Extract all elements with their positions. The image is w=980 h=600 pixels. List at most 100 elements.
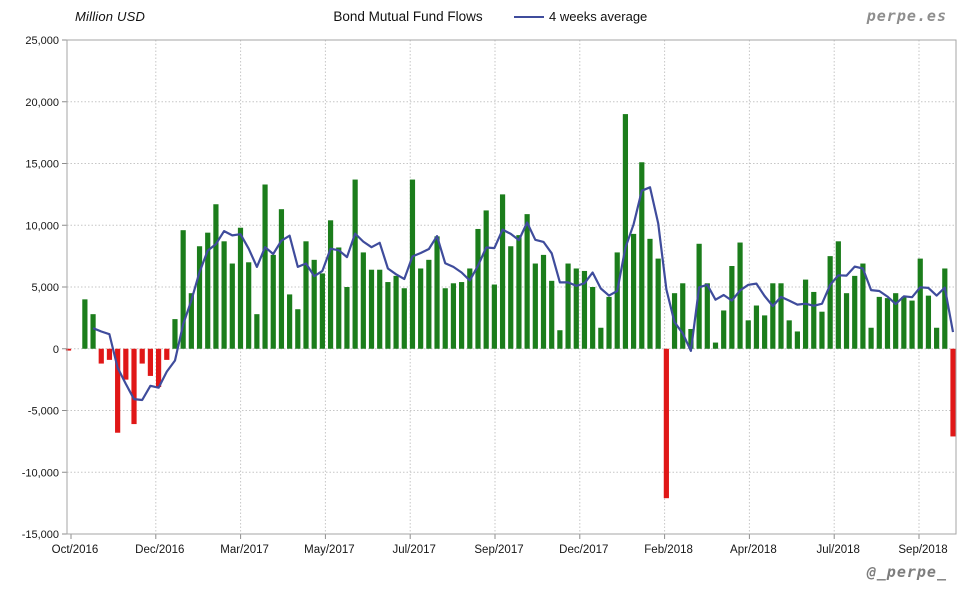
weekly-flow-bar-positive xyxy=(737,242,743,349)
weekly-flow-bar-positive xyxy=(876,296,882,349)
weekly-flow-bar-positive xyxy=(368,269,375,349)
legend-label: 4 weeks average xyxy=(549,9,648,24)
x-axis-label: Sep/2017 xyxy=(474,544,523,556)
weekly-flow-bar-positive xyxy=(557,330,563,349)
weekly-flow-bar-positive xyxy=(893,293,899,349)
weekly-flow-bar-negative xyxy=(106,348,113,360)
weekly-flow-bar-positive xyxy=(213,204,219,349)
weekly-flow-bar-positive xyxy=(884,298,891,349)
weekly-flow-bar-positive xyxy=(843,293,850,349)
weekly-flow-bar-positive xyxy=(565,263,571,349)
weekly-flow-bar-positive xyxy=(680,283,686,349)
y-axis-label: 5,000 xyxy=(31,282,59,294)
weekly-flow-bar-positive xyxy=(311,259,317,349)
weekly-flow-bar-positive xyxy=(819,311,825,349)
weekly-flow-bar-positive xyxy=(327,220,334,349)
x-axis-label: Dec/2017 xyxy=(559,544,608,556)
weekly-flow-bar-positive xyxy=(205,232,211,349)
weekly-flow-bar-negative xyxy=(155,348,162,388)
weekly-flow-bar-positive xyxy=(868,327,874,349)
weekly-flow-bar-positive xyxy=(614,252,620,349)
weekly-flow-bar-positive xyxy=(581,270,588,349)
weekly-flow-bar-positive xyxy=(901,296,907,349)
chart-title: Bond Mutual Fund Flows xyxy=(333,9,483,24)
weekly-flow-bar-positive xyxy=(221,241,227,349)
x-axis-label: Apr/2018 xyxy=(730,544,777,556)
weekly-flow-bar-positive xyxy=(835,241,841,349)
weekly-flow-bar-positive xyxy=(778,283,784,349)
weekly-flow-bar-positive xyxy=(696,243,702,349)
weekly-flow-bar-negative xyxy=(139,348,145,364)
weekly-flow-bar-positive xyxy=(491,284,497,349)
weekly-flow-bar-positive xyxy=(753,305,760,349)
weekly-flow-bar-positive xyxy=(762,315,768,349)
weekly-flow-bar-positive xyxy=(540,254,547,349)
x-axis-label: Sep/2018 xyxy=(898,544,947,556)
weekly-flow-bar-positive xyxy=(852,275,858,349)
weekly-flow-bar-positive xyxy=(622,114,629,349)
weekly-flow-bar-positive xyxy=(303,241,309,349)
weekly-flow-bar-negative xyxy=(147,348,153,376)
weekly-flow-bar-positive xyxy=(827,256,833,349)
x-axis-label: Oct/2016 xyxy=(52,544,99,556)
x-axis-label: Mar/2017 xyxy=(220,544,269,556)
weekly-flow-bar-positive xyxy=(336,247,342,349)
weekly-flow-bar-positive xyxy=(254,314,260,349)
x-axis-label: Dec/2016 xyxy=(135,544,184,556)
weekly-flow-bar-positive xyxy=(794,331,800,349)
weekly-flow-bar-positive xyxy=(647,238,653,349)
weekly-flow-bar-positive xyxy=(631,233,637,349)
weekly-flow-bar-positive xyxy=(426,259,432,349)
weekly-flow-bar-positive xyxy=(319,273,325,349)
y-axis-label: 0 xyxy=(53,344,59,356)
weekly-flow-bar-positive xyxy=(786,320,792,349)
weekly-flow-bar-negative xyxy=(950,348,956,437)
weekly-flow-bar-positive xyxy=(860,263,866,349)
weekly-flow-bar-positive xyxy=(270,254,276,349)
weekly-flow-bar-positive xyxy=(925,295,932,349)
weekly-flow-bar-positive xyxy=(450,283,457,349)
weekly-flow-bar-positive xyxy=(802,279,809,349)
weekly-flow-bar-positive xyxy=(352,179,358,349)
weekly-flow-bar-positive xyxy=(418,268,424,349)
weekly-flow-bar-positive xyxy=(295,309,301,349)
weekly-flow-bar-positive xyxy=(770,283,776,349)
author-handle: @_perpe_ xyxy=(866,563,947,581)
weekly-flow-bar-negative xyxy=(115,348,121,433)
weekly-flow-bar-positive xyxy=(508,246,514,349)
weekly-flow-bar-positive xyxy=(278,209,285,349)
weekly-flow-bar-positive xyxy=(598,327,604,349)
weekly-flow-bar-positive xyxy=(483,210,489,349)
weekly-flow-bar-positive xyxy=(590,287,596,349)
weekly-flow-bar-positive xyxy=(393,275,399,349)
y-axis-label: 20,000 xyxy=(25,97,59,109)
weekly-flow-bar-negative xyxy=(65,348,72,351)
weekly-flow-bar-positive xyxy=(172,319,178,349)
y-axis-label: 15,000 xyxy=(25,159,59,171)
y-axis-label: -5,000 xyxy=(28,406,59,418)
weekly-flow-bar-negative xyxy=(663,348,669,499)
weekly-flow-bar-positive xyxy=(196,246,203,349)
legend-line-swatch xyxy=(514,15,544,18)
weekly-flow-bar-positive xyxy=(745,320,751,349)
weekly-flow-bar-positive xyxy=(385,282,391,349)
y-axis-label: -15,000 xyxy=(22,529,59,541)
weekly-flow-bar-negative xyxy=(98,348,104,364)
legend: 4 weeks average xyxy=(514,9,647,24)
weekly-flow-bar-positive xyxy=(409,179,416,349)
x-axis-label: Jul/2018 xyxy=(816,544,859,556)
weekly-flow-bar-positive xyxy=(909,300,915,349)
x-axis-label: Jul/2017 xyxy=(392,544,435,556)
weekly-flow-bar-positive xyxy=(188,293,194,349)
weekly-flow-bar-positive xyxy=(704,283,710,349)
y-axis-label: -10,000 xyxy=(22,467,59,479)
weekly-flow-bar-positive xyxy=(467,268,473,349)
weekly-flow-bar-positive xyxy=(82,299,88,349)
weekly-flow-bar-positive xyxy=(532,263,538,349)
weekly-flow-bar-positive xyxy=(287,294,293,349)
y-axis-label: 25,000 xyxy=(25,35,59,47)
weekly-flow-bar-positive xyxy=(811,291,817,349)
weekly-flow-bar-negative xyxy=(164,348,170,360)
